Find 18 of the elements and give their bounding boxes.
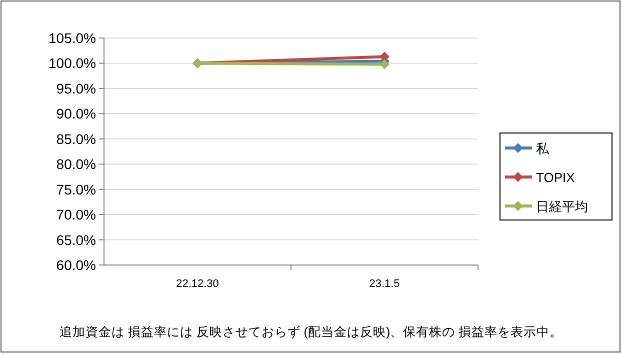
y-tick-label: 95.0% <box>56 80 96 96</box>
legend-label: TOPIX <box>536 170 576 185</box>
y-tick-label: 100.0% <box>48 55 96 72</box>
legend-label: 日経平均 <box>536 199 588 214</box>
y-tick-label: 90.0% <box>56 106 96 122</box>
y-tick-label: 105.0% <box>48 30 96 46</box>
y-tick-label: 85.0% <box>56 130 96 147</box>
y-tick-label: 80.0% <box>56 156 96 172</box>
x-tick-label: 22.12.30 <box>176 278 219 290</box>
text: 追加資金は 損益率には 反映させておらず (配当金は反映)、保有株の 損益率を表示中。 <box>59 324 563 339</box>
point <box>380 59 390 70</box>
legend-label: 私 <box>536 141 550 156</box>
y-tick-label: 65.0% <box>56 232 96 248</box>
point <box>380 52 390 62</box>
y-tick-label: 75.0% <box>56 181 96 198</box>
y-tick-label: 70.0% <box>56 206 96 223</box>
x-tick-label: 23.1.5 <box>369 278 400 290</box>
y-tick-label: 60.0% <box>56 257 96 273</box>
